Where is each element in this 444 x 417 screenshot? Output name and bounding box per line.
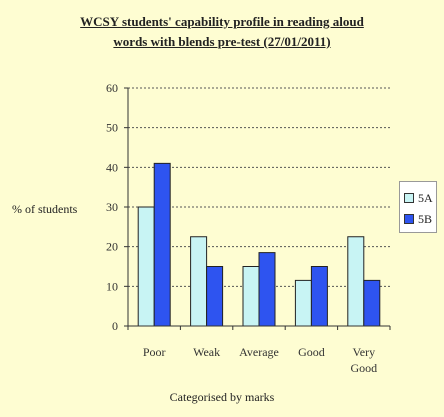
bar-5a-poor <box>137 206 155 327</box>
bar-5b-good <box>310 266 328 327</box>
bar-5a-weak <box>190 236 208 327</box>
x-axis-label: Categorised by marks <box>169 390 275 404</box>
legend-label-5a: 5A <box>418 191 433 205</box>
chart-title-line-1: WCSY students' capability profile in rea… <box>80 14 364 29</box>
bar-5a-very-good <box>347 236 365 327</box>
x-tick-label: Very <box>352 345 375 359</box>
x-tick-label: Poor <box>143 345 166 359</box>
x-tick-label: Good <box>298 345 325 359</box>
x-tick-label: Weak <box>193 345 220 359</box>
bar-5b-weak <box>206 266 224 327</box>
y-axis-label: % of students <box>12 202 78 216</box>
y-tick-label: 20 <box>106 240 118 254</box>
chart-title-line-2: words with blends pre-test (27/01/2011) <box>113 34 331 49</box>
y-tick-label: 30 <box>106 200 118 214</box>
bar-5b-average <box>258 252 276 327</box>
y-tick-label: 50 <box>106 121 118 135</box>
y-tick-label: 10 <box>106 279 118 293</box>
legend-swatch-5a <box>404 193 414 203</box>
x-tick-label: Good <box>350 361 377 375</box>
bar-5b-very-good <box>363 279 381 327</box>
legend-label-5b: 5B <box>418 212 433 226</box>
bar-5a-good <box>294 279 312 327</box>
legend: 5A 5B <box>399 181 437 233</box>
y-tick-label: 60 <box>106 81 118 95</box>
bar-5a-average <box>242 266 260 327</box>
y-tick-label: 40 <box>106 160 118 174</box>
x-tick-label: Average <box>239 345 279 359</box>
bar-5b-poor <box>153 162 171 327</box>
legend-swatch-5b <box>404 214 414 224</box>
bars <box>137 162 381 327</box>
y-tick-label: 0 <box>112 319 118 333</box>
axes: 0 10 20 30 40 50 60 Poor Weak Average Good Very Good <box>106 81 391 375</box>
